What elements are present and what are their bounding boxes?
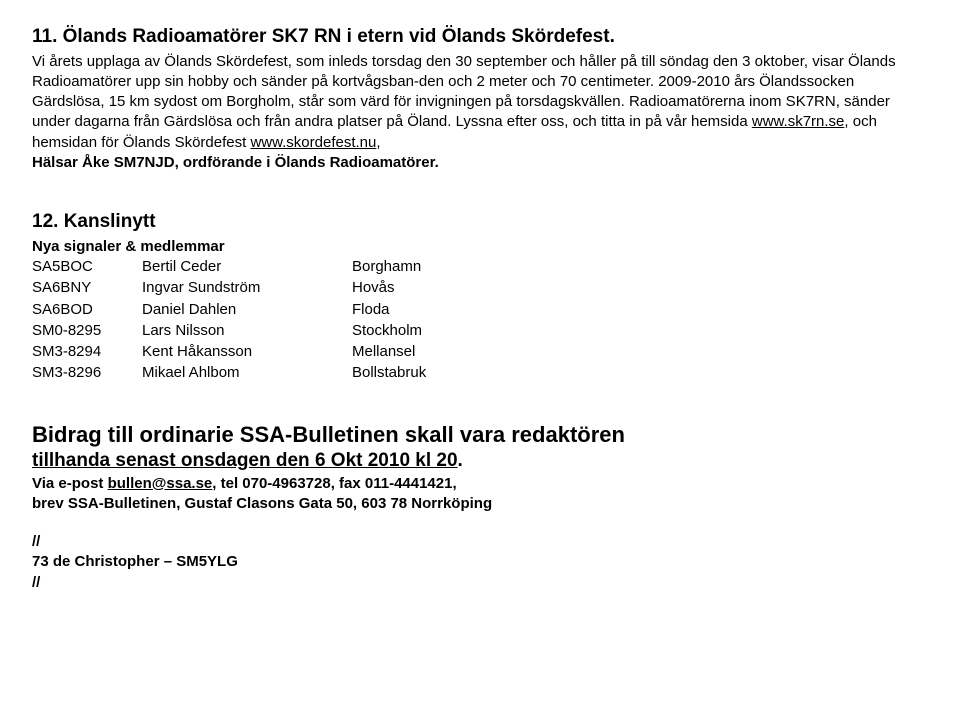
table-row: SA6BOD Daniel Dahlen Floda — [32, 300, 426, 321]
deadline-line-2: tillhanda senast onsdagen den 6 Okt 2010… — [32, 448, 928, 474]
member-name: Daniel Dahlen — [142, 300, 352, 321]
member-name: Kent Håkansson — [142, 342, 352, 363]
member-location: Hovås — [352, 278, 426, 299]
member-signal: SA6BOD — [32, 300, 142, 321]
signoff-line: 73 de Christopher – SM5YLG — [32, 552, 928, 572]
signoff-slash-2: // — [32, 573, 928, 593]
member-name: Ingvar Sundström — [142, 278, 352, 299]
section-11-body: Vi årets upplaga av Ölands Skördefest, s… — [32, 52, 928, 174]
section-12-subheading: Nya signaler & medlemmar — [32, 237, 928, 257]
deadline-line-1: Bidrag till ordinarie SSA-Bulletinen ska… — [32, 421, 928, 449]
link-skordefest[interactable]: www.skordefest.nu — [250, 134, 376, 151]
section-12-heading: 12. Kanslinytt — [32, 209, 928, 235]
table-row: SM0-8295 Lars Nilsson Stockholm — [32, 321, 426, 342]
member-name: Lars Nilsson — [142, 321, 352, 342]
member-signal: SM3-8294 — [32, 342, 142, 363]
signoff-slash-1: // — [32, 532, 928, 552]
deadline-block: Bidrag till ordinarie SSA-Bulletinen ska… — [32, 421, 928, 515]
member-name: Mikael Ahlbom — [142, 363, 352, 384]
member-signal: SA5BOC — [32, 257, 142, 278]
member-location: Stockholm — [352, 321, 426, 342]
contact-rest: , tel 070-4963728, fax 011-4441421, — [212, 475, 456, 492]
member-location: Bollstabruk — [352, 363, 426, 384]
member-signal: SM3-8296 — [32, 363, 142, 384]
member-location: Floda — [352, 300, 426, 321]
deadline-date: tillhanda senast onsdagen den 6 Okt 2010… — [32, 450, 458, 471]
section-11-closing: Hälsar Åke SM7NJD, ordförande i Ölands R… — [32, 154, 439, 171]
contact-via: Via e-post — [32, 475, 108, 492]
deadline-contact-2: brev SSA-Bulletinen, Gustaf Clasons Gata… — [32, 494, 928, 514]
member-name: Bertil Ceder — [142, 257, 352, 278]
member-signal: SA6BNY — [32, 278, 142, 299]
link-email[interactable]: bullen@ssa.se — [108, 475, 213, 492]
member-location: Borghamn — [352, 257, 426, 278]
table-row: SA6BNY Ingvar Sundström Hovås — [32, 278, 426, 299]
deadline-contact-1: Via e-post bullen@ssa.se, tel 070-496372… — [32, 474, 928, 494]
members-table: SA5BOC Bertil Ceder Borghamn SA6BNY Ingv… — [32, 257, 426, 385]
member-signal: SM0-8295 — [32, 321, 142, 342]
member-location: Mellansel — [352, 342, 426, 363]
section-11-heading: 11. Ölands Radioamatörer SK7 RN i etern … — [32, 24, 928, 50]
table-row: SA5BOC Bertil Ceder Borghamn — [32, 257, 426, 278]
table-row: SM3-8296 Mikael Ahlbom Bollstabruk — [32, 363, 426, 384]
table-row: SM3-8294 Kent Håkansson Mellansel — [32, 342, 426, 363]
section-11-text-3: , — [376, 134, 380, 151]
deadline-period: . — [458, 450, 463, 471]
link-sk7rn[interactable]: www.sk7rn.se — [752, 113, 845, 130]
